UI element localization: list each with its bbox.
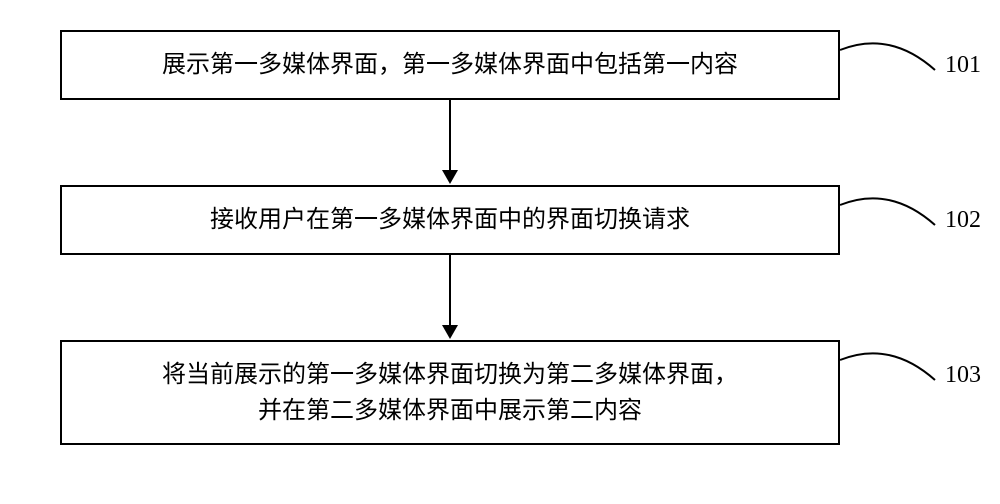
flow-node-2: 接收用户在第一多媒体界面中的界面切换请求	[60, 185, 840, 255]
label-connector-1	[840, 30, 960, 90]
label-connector-2	[840, 185, 960, 245]
arrow-2-3-head	[442, 325, 458, 339]
arrow-2-3-line	[449, 255, 451, 325]
arrow-1-2-line	[449, 100, 451, 170]
flow-label-2: 102	[945, 207, 981, 234]
flow-node-3-text: 将当前展示的第一多媒体界面切换为第二多媒体界面， 并在第二多媒体界面中展示第二内…	[162, 357, 738, 429]
arrow-1-2-head	[442, 170, 458, 184]
flow-label-3: 103	[945, 362, 981, 389]
flow-label-1: 101	[945, 52, 981, 79]
flow-node-1: 展示第一多媒体界面，第一多媒体界面中包括第一内容	[60, 30, 840, 100]
flow-node-2-text: 接收用户在第一多媒体界面中的界面切换请求	[210, 202, 690, 238]
flow-node-3: 将当前展示的第一多媒体界面切换为第二多媒体界面， 并在第二多媒体界面中展示第二内…	[60, 340, 840, 445]
flow-node-1-text: 展示第一多媒体界面，第一多媒体界面中包括第一内容	[162, 47, 738, 83]
label-connector-3	[840, 340, 960, 400]
